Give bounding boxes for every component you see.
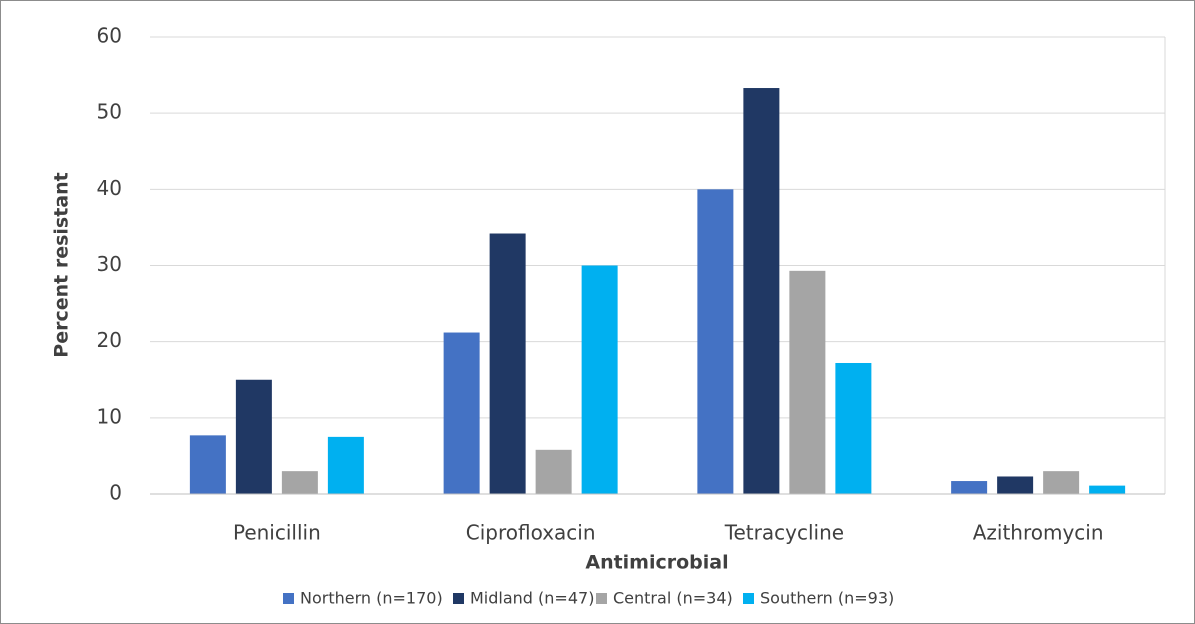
- bar: [1043, 471, 1080, 494]
- legend-swatch: [453, 593, 464, 604]
- bar: [189, 435, 226, 494]
- y-axis-title: Percent resistant: [51, 172, 73, 357]
- legend-label: Central (n=34): [613, 589, 733, 608]
- bar: [443, 332, 480, 494]
- bar: [281, 471, 318, 494]
- bar: [489, 233, 526, 494]
- bar: [951, 481, 988, 494]
- legend-swatch: [743, 593, 754, 604]
- y-tick-label: 30: [97, 252, 122, 276]
- y-tick-label: 60: [97, 24, 122, 48]
- x-axis-title: Antimicrobial: [585, 552, 728, 574]
- bar: [235, 379, 272, 494]
- bar: [789, 270, 826, 494]
- bar: [581, 265, 618, 494]
- x-tick-label: Azithromycin: [973, 521, 1104, 545]
- x-tick-label: Tetracycline: [724, 521, 844, 545]
- y-tick-label: 40: [97, 176, 122, 200]
- y-tick-label: 50: [97, 100, 122, 124]
- bar: [1089, 485, 1126, 494]
- legend-label: Southern (n=93): [760, 589, 894, 608]
- bar: [327, 436, 364, 494]
- x-tick-label: Ciprofloxacin: [466, 521, 596, 545]
- legend-swatch: [283, 593, 294, 604]
- legend-label: Northern (n=170): [300, 589, 443, 608]
- bar: [835, 362, 872, 494]
- bar: [535, 449, 572, 494]
- y-tick-label: 10: [97, 404, 122, 428]
- y-tick-label: 20: [97, 328, 122, 352]
- x-tick-label: Penicillin: [233, 521, 321, 545]
- bar: [997, 476, 1034, 494]
- legend-swatch: [596, 593, 607, 604]
- bar: [697, 189, 734, 495]
- legend-label: Midland (n=47): [470, 589, 594, 608]
- y-tick-label: 0: [109, 481, 122, 505]
- bar: [743, 88, 780, 494]
